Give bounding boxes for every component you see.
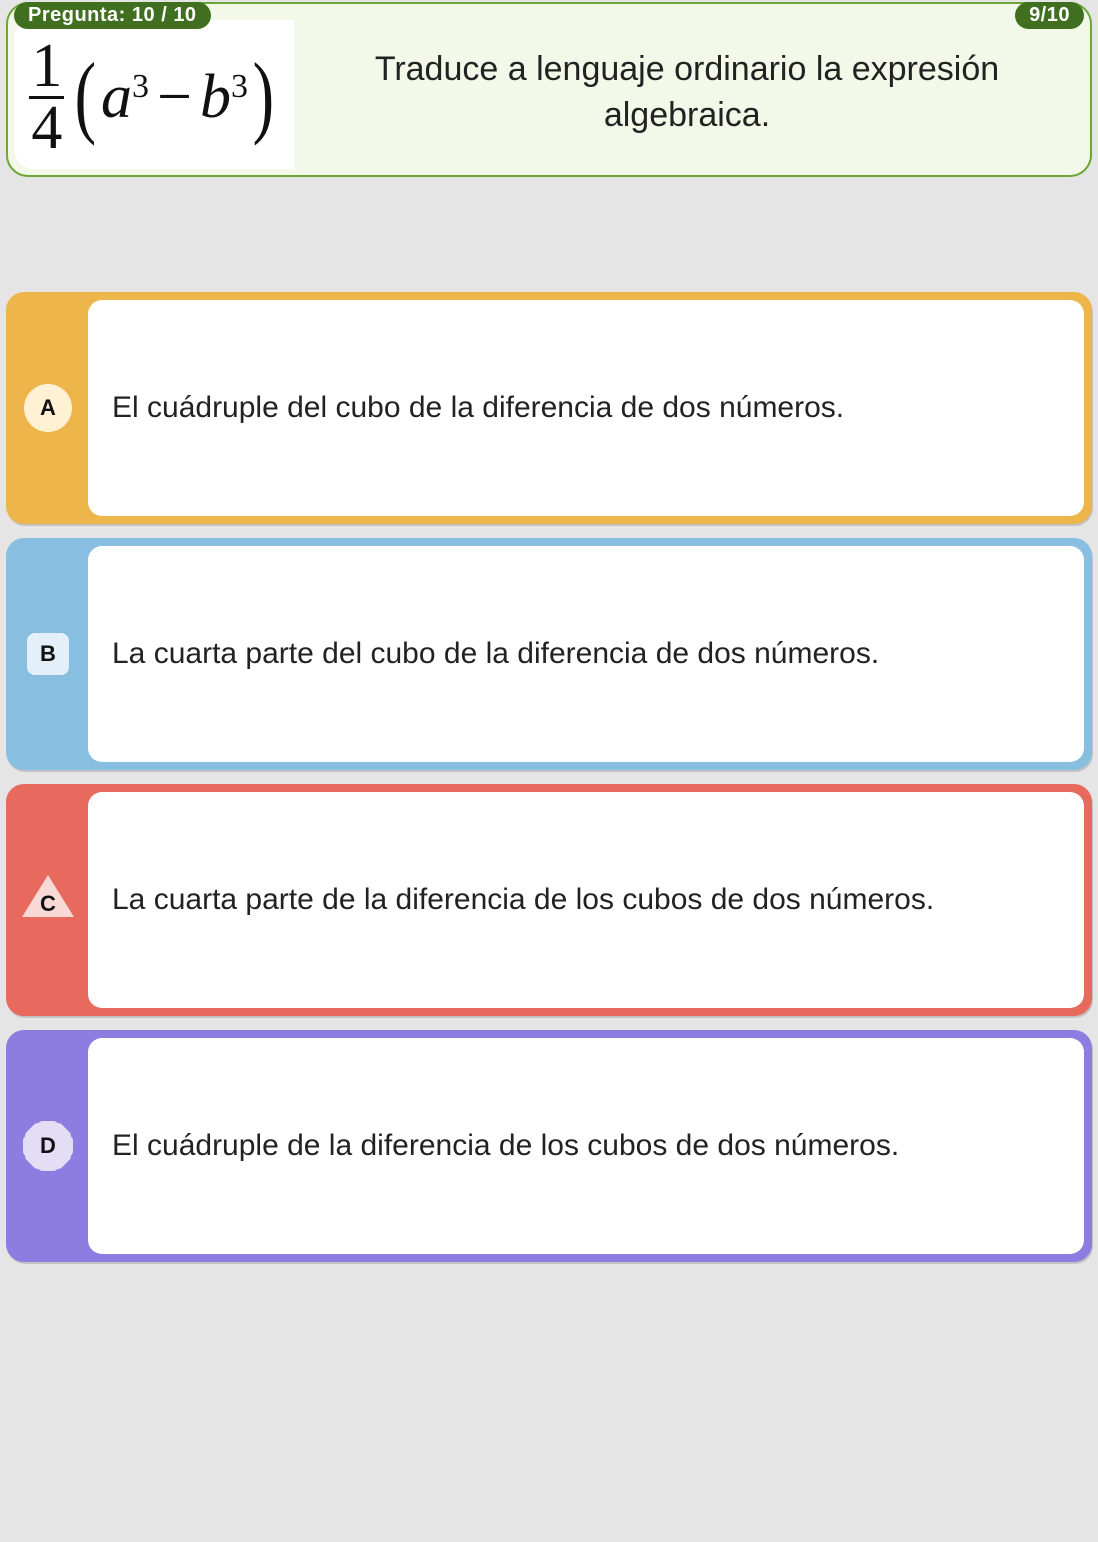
option-letter: A xyxy=(40,395,56,421)
option-body: El cuádruple del cubo de la diferencia d… xyxy=(88,300,1084,516)
option-text: El cuádruple de la diferencia de los cub… xyxy=(112,1126,899,1167)
var-a: a xyxy=(101,70,132,126)
option-tab: A xyxy=(8,294,88,522)
expression-image: 1 4 ( a3 − b3 ) xyxy=(14,20,294,169)
option-letter: D xyxy=(40,1133,56,1159)
option-badge: D xyxy=(23,1121,73,1171)
right-paren: ) xyxy=(253,59,274,133)
option-text: La cuarta parte del cubo de la diferenci… xyxy=(112,634,879,675)
answer-option-d[interactable]: D El cuádruple de la diferencia de los cu… xyxy=(6,1030,1092,1262)
option-letter: B xyxy=(40,641,56,667)
exp-a: 3 xyxy=(132,72,149,103)
algebra-expression: 1 4 ( a3 − b3 ) xyxy=(29,37,278,158)
option-body: La cuarta parte del cubo de la diferenci… xyxy=(88,546,1084,762)
option-body: La cuarta parte de la diferencia de los … xyxy=(88,792,1084,1008)
left-paren: ( xyxy=(75,59,96,133)
option-body: El cuádruple de la diferencia de los cub… xyxy=(88,1038,1084,1254)
option-letter: C xyxy=(40,891,56,917)
fraction-denominator: 4 xyxy=(29,99,64,158)
option-badge: B xyxy=(23,629,73,679)
answer-option-b[interactable]: B La cuarta parte del cubo de la diferenc… xyxy=(6,538,1092,770)
answer-option-a[interactable]: A El cuádruple del cubo de la diferencia … xyxy=(6,292,1092,524)
question-card: Pregunta: 10 / 10 9/10 1 4 ( a3 − b3 ) T… xyxy=(6,2,1092,177)
score-badge: 9/10 xyxy=(1015,2,1084,29)
question-text-wrap: Traduce a lenguaje ordinario la expresió… xyxy=(294,4,1090,175)
option-tab: B xyxy=(8,540,88,768)
option-tab: C xyxy=(8,786,88,1014)
option-tab: D xyxy=(8,1032,88,1260)
option-badge: A xyxy=(23,383,73,433)
quiz-screen: Pregunta: 10 / 10 9/10 1 4 ( a3 − b3 ) T… xyxy=(0,2,1098,1272)
option-text: El cuádruple del cubo de la diferencia d… xyxy=(112,388,844,429)
question-counter-badge: Pregunta: 10 / 10 xyxy=(14,2,211,29)
option-text: La cuarta parte de la diferencia de los … xyxy=(112,880,934,921)
var-b: b xyxy=(200,70,231,126)
question-text: Traduce a lenguaje ordinario la expresió… xyxy=(314,47,1060,139)
fraction-numerator: 1 xyxy=(29,37,64,99)
answer-options: A El cuádruple del cubo de la diferencia … xyxy=(6,292,1092,1262)
exp-b: 3 xyxy=(231,72,248,103)
option-badge: C xyxy=(23,875,73,925)
answer-option-c[interactable]: C La cuarta parte de la diferencia de los… xyxy=(6,784,1092,1016)
minus-sign: − xyxy=(149,70,200,126)
